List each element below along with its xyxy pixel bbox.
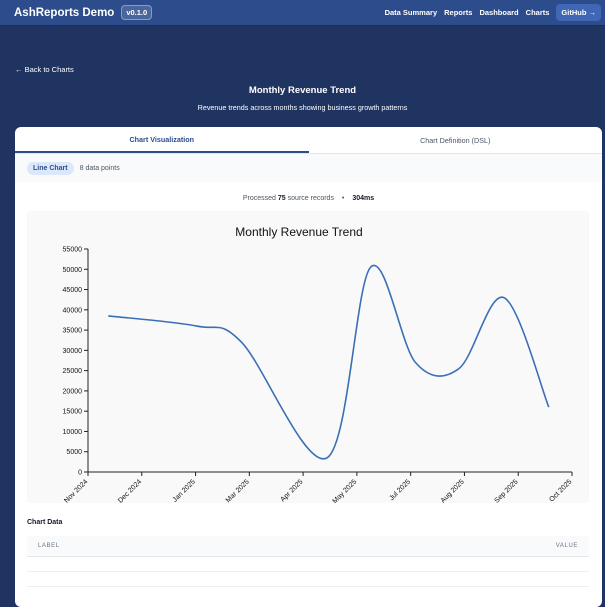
- chart-card: Chart Visualization Chart Definition (DS…: [15, 127, 602, 607]
- x-tick-label: Mar 2025: [225, 478, 251, 503]
- x-tick-label: Nov 2024: [63, 478, 89, 503]
- table-row: [27, 556, 589, 572]
- brand: AshReports Demo v0.1.0: [14, 5, 153, 20]
- x-tick-label: Apr 2025: [279, 478, 304, 503]
- data-point-count: 8 data points: [79, 164, 120, 172]
- tab-chart-definition[interactable]: Chart Definition (DSL): [420, 135, 491, 145]
- line-chart: Monthly Revenue Trend 0 5000 10000 15000 200…: [63, 225, 574, 503]
- brand-title[interactable]: AshReports Demo: [14, 6, 115, 19]
- x-tick-label: Aug 2025: [440, 478, 466, 503]
- stats-separator: •: [341, 195, 345, 202]
- y-tick-label: 0: [78, 470, 82, 477]
- version-badge: v0.1.0: [121, 5, 153, 20]
- column-header-label[interactable]: LABEL: [27, 536, 307, 557]
- y-axis: 0 5000 10000 15000 20000 25000 30000 35000 40000…: [63, 247, 89, 477]
- y-tick-label: 30000: [63, 348, 83, 355]
- github-button[interactable]: GitHub →: [556, 4, 601, 21]
- tab-bar: Chart Visualization Chart Definition (DS…: [15, 127, 602, 154]
- chart-data-title: Chart Data: [27, 519, 63, 526]
- chart-data-table: LABEL VALUE: [27, 536, 589, 587]
- processed-prefix: Processed: [242, 195, 276, 202]
- page-subtitle: Revenue trends across months showing bus…: [197, 103, 408, 112]
- records-suffix: source records: [287, 195, 334, 202]
- x-axis: Nov 2024 Dec 2024 Jan 2025 Mar 2025 Apr 2025…: [63, 471, 573, 503]
- x-tick-label: Sep 2025: [493, 478, 519, 503]
- nav-reports[interactable]: Reports: [444, 8, 473, 17]
- x-tick-label: Dec 2024: [117, 478, 143, 503]
- main-nav: Data Summary Reports Dashboard Charts Gi…: [385, 4, 601, 21]
- y-tick-label: 5000: [66, 449, 82, 456]
- y-tick-label: 25000: [63, 368, 83, 375]
- table-row: [27, 571, 589, 587]
- chart-area: Monthly Revenue Trend 0 5000 10000 15000 200…: [27, 211, 589, 503]
- tab-chart-visualization[interactable]: Chart Visualization: [15, 127, 309, 153]
- records-count: 75: [277, 195, 286, 202]
- processing-duration: 304ms: [352, 195, 375, 202]
- nav-charts[interactable]: Charts: [525, 8, 550, 17]
- x-tick-label: Jul 2025: [388, 478, 412, 502]
- series-group: [108, 264, 550, 460]
- y-tick-label: 35000: [63, 328, 83, 335]
- chart-type-badge: Line Chart: [27, 161, 74, 175]
- nav-data-summary[interactable]: Data Summary: [384, 8, 438, 17]
- nav-dashboard[interactable]: Dashboard: [479, 8, 519, 17]
- column-header-value[interactable]: VALUE: [306, 536, 589, 557]
- y-tick-label: 10000: [63, 429, 83, 436]
- y-tick-label: 50000: [63, 267, 83, 274]
- y-tick-label: 45000: [63, 287, 83, 294]
- x-tick-label: Jan 2025: [172, 478, 197, 503]
- processing-stats: Processed 75 source records • 304ms: [15, 182, 602, 211]
- back-to-charts-link[interactable]: ← Back to Charts: [15, 65, 74, 74]
- y-tick-label: 15000: [63, 409, 83, 416]
- x-tick-label: Oct 2025: [548, 478, 573, 503]
- chart-data-section: Chart Data LABEL VALUE: [27, 519, 589, 587]
- y-tick-label: 55000: [63, 247, 83, 254]
- chart-title: Monthly Revenue Trend: [235, 225, 362, 239]
- top-navbar: AshReports Demo v0.1.0 Data Summary Repo…: [0, 0, 605, 25]
- chart-meta-bar: Line Chart 8 data points: [15, 154, 602, 182]
- x-tick-label: May 2025: [332, 478, 359, 503]
- y-tick-label: 20000: [63, 388, 83, 395]
- page-title: Monthly Revenue Trend: [248, 85, 357, 96]
- y-tick-label: 40000: [63, 307, 83, 314]
- series-line: [108, 264, 550, 460]
